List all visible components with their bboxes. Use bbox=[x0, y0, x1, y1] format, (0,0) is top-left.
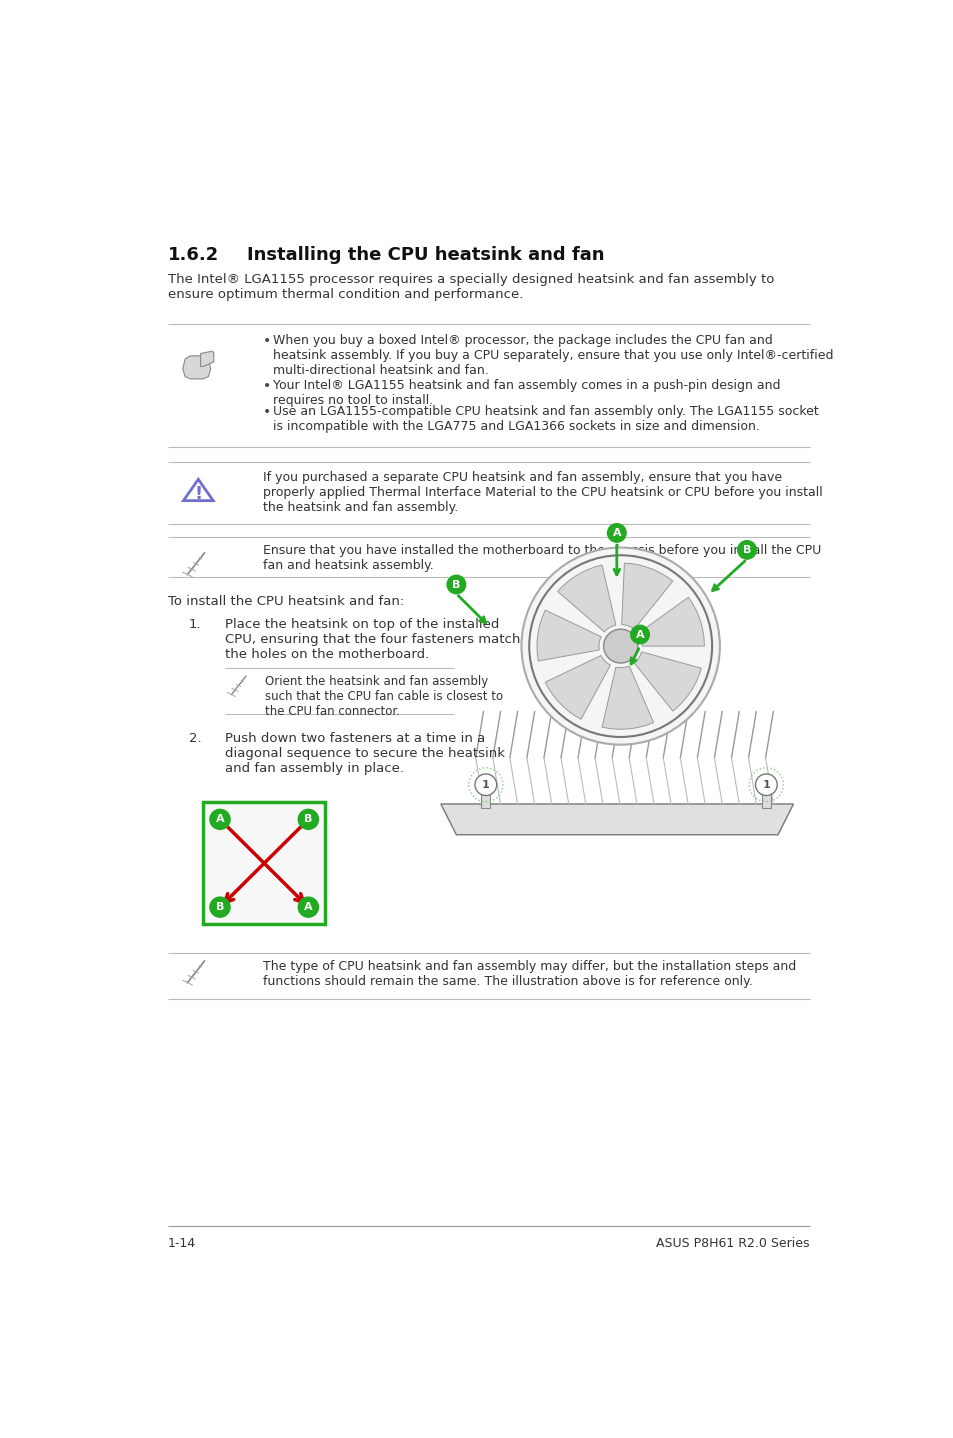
Circle shape bbox=[521, 548, 720, 745]
Text: Use an LGA1155-compatible CPU heatsink and fan assembly only. The LGA1155 socket: Use an LGA1155-compatible CPU heatsink a… bbox=[274, 406, 819, 433]
Bar bbox=[480, 785, 490, 808]
Polygon shape bbox=[183, 355, 211, 380]
Text: !: ! bbox=[194, 485, 202, 503]
Text: If you purchased a separate CPU heatsink and fan assembly, ensure that you have
: If you purchased a separate CPU heatsink… bbox=[262, 470, 821, 513]
Circle shape bbox=[603, 630, 637, 663]
Text: Ensure that you have installed the motherboard to the chassis before you install: Ensure that you have installed the mothe… bbox=[262, 545, 820, 572]
Circle shape bbox=[630, 626, 649, 644]
Circle shape bbox=[607, 523, 625, 542]
Circle shape bbox=[447, 575, 465, 594]
Text: ASUS P8H61 R2.0 Series: ASUS P8H61 R2.0 Series bbox=[656, 1238, 809, 1251]
Text: The type of CPU heatsink and fan assembly may differ, but the installation steps: The type of CPU heatsink and fan assembl… bbox=[262, 961, 795, 988]
Text: •: • bbox=[262, 334, 271, 348]
Bar bbox=[760, 785, 770, 808]
Text: Your Intel® LGA1155 heatsink and fan assembly comes in a push-pin design and
req: Your Intel® LGA1155 heatsink and fan ass… bbox=[274, 380, 781, 407]
Bar bbox=[203, 802, 325, 925]
Text: •: • bbox=[262, 406, 271, 418]
Polygon shape bbox=[558, 565, 616, 631]
Polygon shape bbox=[638, 597, 703, 646]
Text: 1.6.2: 1.6.2 bbox=[168, 246, 219, 263]
Text: 1: 1 bbox=[481, 779, 489, 789]
Polygon shape bbox=[200, 351, 213, 367]
Text: A: A bbox=[612, 528, 620, 538]
Polygon shape bbox=[537, 610, 600, 661]
Text: 1-14: 1-14 bbox=[168, 1238, 196, 1251]
Circle shape bbox=[298, 810, 318, 830]
Text: B: B bbox=[215, 902, 224, 912]
Circle shape bbox=[210, 810, 230, 830]
Text: 1: 1 bbox=[761, 779, 769, 789]
Polygon shape bbox=[545, 656, 610, 719]
Polygon shape bbox=[634, 651, 700, 712]
Polygon shape bbox=[621, 564, 672, 630]
Circle shape bbox=[210, 897, 230, 917]
Text: The Intel® LGA1155 processor requires a specially designed heatsink and fan asse: The Intel® LGA1155 processor requires a … bbox=[168, 273, 774, 301]
Text: A: A bbox=[215, 814, 224, 824]
Text: B: B bbox=[304, 814, 313, 824]
Text: •: • bbox=[262, 380, 271, 393]
Text: A: A bbox=[304, 902, 313, 912]
Text: Push down two fasteners at a time in a
diagonal sequence to secure the heatsink
: Push down two fasteners at a time in a d… bbox=[225, 732, 505, 775]
Circle shape bbox=[298, 897, 318, 917]
Polygon shape bbox=[601, 666, 653, 729]
Text: 1.: 1. bbox=[189, 617, 201, 631]
Text: When you buy a boxed Intel® processor, the package includes the CPU fan and
heat: When you buy a boxed Intel® processor, t… bbox=[274, 334, 833, 377]
Polygon shape bbox=[183, 479, 213, 500]
Text: A: A bbox=[635, 630, 643, 640]
Circle shape bbox=[755, 774, 777, 795]
Circle shape bbox=[475, 774, 497, 795]
Text: To install the CPU heatsink and fan:: To install the CPU heatsink and fan: bbox=[168, 594, 404, 607]
Text: Installing the CPU heatsink and fan: Installing the CPU heatsink and fan bbox=[247, 246, 604, 263]
Circle shape bbox=[737, 541, 756, 559]
Text: Place the heatsink on top of the installed
CPU, ensuring that the four fasteners: Place the heatsink on top of the install… bbox=[225, 617, 520, 660]
Text: B: B bbox=[742, 545, 750, 555]
Text: Orient the heatsink and fan assembly
such that the CPU fan cable is closest to
t: Orient the heatsink and fan assembly suc… bbox=[265, 676, 502, 719]
Text: 2.: 2. bbox=[189, 732, 201, 745]
Polygon shape bbox=[440, 804, 793, 835]
Text: B: B bbox=[452, 580, 460, 590]
